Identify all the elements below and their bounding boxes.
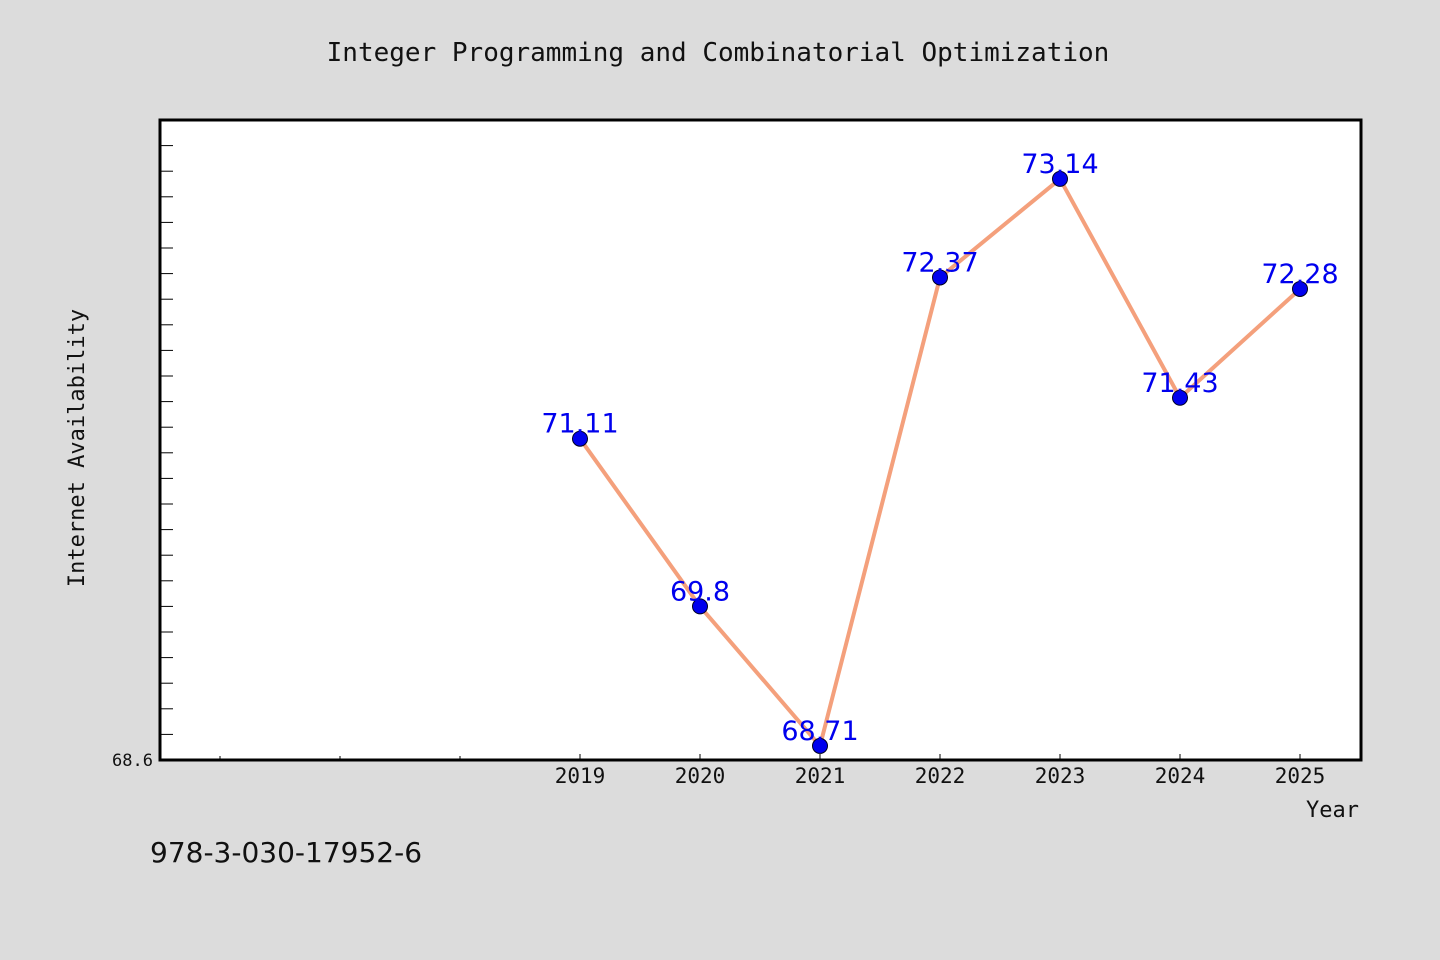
data-point (812, 737, 828, 754)
x-tick-label: 2020 (675, 764, 726, 788)
data-label: 72.37 (901, 247, 978, 278)
x-tick-label: 2023 (1035, 764, 1086, 788)
chart-title: Integer Programming and Combinatorial Op… (327, 38, 1110, 68)
x-axis-minor-ticks (219, 756, 461, 760)
plot-area (158, 118, 1363, 762)
data-label: 72.28 (1261, 259, 1338, 290)
x-tick-label: 2019 (555, 764, 606, 788)
x-axis-label: Year (1306, 798, 1359, 823)
isbn-text: 978-3-030-17952-6 (150, 836, 422, 869)
y-axis-ticks (160, 145, 173, 735)
x-tick-label: 2021 (795, 764, 846, 788)
y-axis-label: Internet Availability (65, 309, 90, 587)
data-point (572, 430, 588, 447)
series-line-group: 71.11 69.8 68.71 72.37 73.14 71.43 72.28 (541, 149, 1339, 754)
x-tick-label: 2024 (1155, 764, 1206, 788)
data-point (1292, 280, 1308, 297)
data-point (1172, 389, 1188, 406)
data-point (1052, 170, 1068, 187)
x-axis-ticks: 2019 2020 2021 2022 2023 2024 2025 (555, 754, 1326, 788)
data-label: 71.11 (541, 409, 618, 440)
data-label: 71.43 (1141, 368, 1218, 399)
data-label: 68.71 (781, 716, 858, 747)
data-label: 73.14 (1021, 149, 1098, 180)
data-point (692, 598, 708, 615)
y-axis-min-label: 68.6 (112, 751, 153, 771)
x-tick-label: 2022 (915, 764, 966, 788)
data-label: 69.8 (670, 576, 730, 607)
data-point (932, 269, 948, 286)
x-tick-label: 2025 (1275, 764, 1326, 788)
